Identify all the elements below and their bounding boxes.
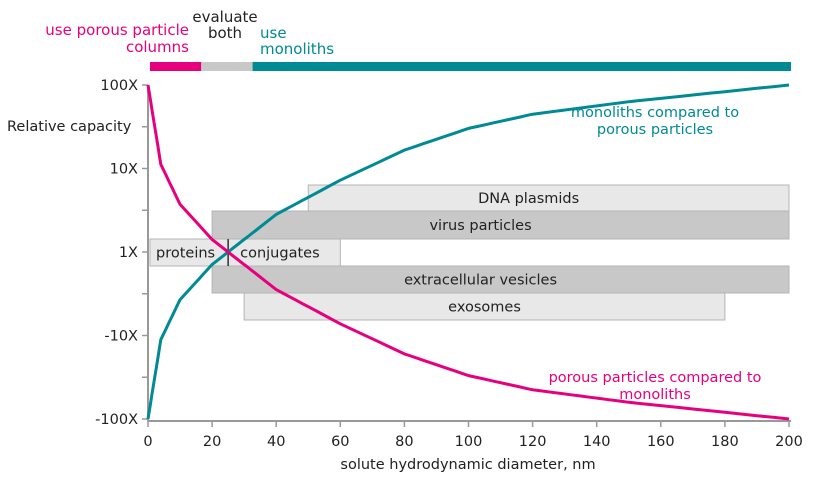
band-virus-particles [211, 210, 790, 240]
y-tick-label: 100X [100, 78, 138, 94]
series-label: monoliths [619, 387, 691, 403]
band-DNA-plasmids [307, 184, 790, 212]
label-use-monoliths-line2: monoliths [260, 40, 334, 58]
band-conjugates [227, 238, 341, 267]
x-tick-label: 200 [775, 434, 803, 450]
x-tick-label: 180 [711, 434, 739, 450]
label-evaluate-line2: both [208, 24, 242, 42]
label-use-monoliths-line1: use [260, 24, 287, 42]
y-tick-label: -100X [95, 412, 138, 428]
band-label: conjugates [240, 246, 320, 262]
series-label: porous particles [597, 122, 713, 138]
y-axis-label: Relative capacity [7, 119, 132, 135]
x-tick-label: 40 [267, 434, 285, 450]
y-tick-label: 1X [119, 245, 138, 261]
recommendation-segment [252, 62, 791, 71]
recommendation-segment [150, 62, 202, 71]
band-label: exosomes [448, 300, 521, 316]
label-evaluate-line1: evaluate [192, 8, 257, 26]
y-tick-label: 10X [110, 162, 138, 178]
x-axis-label: solute hydrodynamic diameter, nm [340, 457, 595, 473]
x-tick-label: 0 [143, 434, 152, 450]
x-tick-label: 160 [647, 434, 675, 450]
band-label: proteins [156, 246, 215, 262]
label-use-porous: use porous particle columns [45, 21, 189, 56]
x-tick-label: 80 [395, 434, 413, 450]
series-line-porous [146, 84, 790, 421]
series-label: porous particles compared to [549, 370, 762, 386]
x-tick-label: 140 [583, 434, 611, 450]
x-tick-label: 20 [203, 434, 221, 450]
band-label: virus particles [429, 218, 531, 234]
band-label: DNA plasmids [478, 191, 579, 207]
x-tick-label: 120 [519, 434, 547, 450]
y-tick-label: -10X [104, 329, 138, 345]
series-label: monoliths compared to [571, 105, 739, 121]
recommendation-segment [201, 62, 253, 71]
x-tick-label: 100 [455, 434, 483, 450]
x-tick-label: 60 [331, 434, 349, 450]
band-label: extracellular vesicles [404, 273, 557, 289]
series-line-monoliths [146, 83, 790, 420]
band-extracellular-vesicles [211, 265, 790, 294]
